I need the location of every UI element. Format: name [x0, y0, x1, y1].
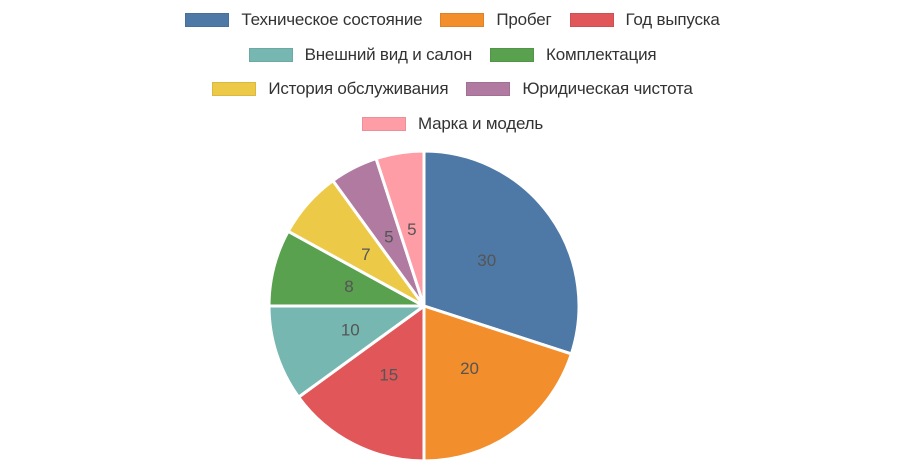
slice-value-label: 8 — [344, 277, 353, 296]
legend-item-year[interactable]: Год выпуска — [569, 10, 720, 30]
slice-value-label: 7 — [361, 245, 370, 264]
pie-slice[interactable] — [374, 149, 426, 308]
slice-value-label: 5 — [407, 220, 416, 239]
legend-row-4: Марка и модель — [0, 112, 905, 136]
legend-label: Пробег — [496, 10, 552, 29]
legend-swatch — [466, 82, 511, 96]
slice-value-label: 20 — [460, 359, 479, 378]
pie-slice[interactable] — [422, 304, 573, 463]
legend-swatch — [212, 82, 257, 96]
slice-value-label: 15 — [379, 366, 398, 385]
pie-slice[interactable] — [297, 304, 426, 463]
legend-item-equipment[interactable]: Комплектация — [490, 45, 657, 65]
legend-row-2: Внешний вид и салон Комплектация — [0, 43, 905, 67]
slice-value-label: 30 — [477, 251, 496, 270]
legend-swatch — [490, 48, 535, 62]
legend-row-3: История обслуживания Юридическая чистота — [0, 77, 905, 101]
legend-swatch — [440, 13, 485, 27]
legend-item-appearance[interactable]: Внешний вид и салон — [248, 45, 473, 65]
legend-item-brand-model[interactable]: Марка и модель — [361, 114, 544, 134]
legend-item-technical-condition[interactable]: Техническое состояние — [185, 10, 423, 30]
legend-item-service-history[interactable]: История обслуживания — [212, 79, 449, 99]
slice-value-label: 10 — [341, 320, 360, 339]
pie-slice[interactable] — [267, 304, 426, 399]
legend-label: Год выпуска — [625, 10, 720, 29]
pie-slice[interactable] — [422, 149, 581, 356]
legend-row-1: Техническое состояние Пробег Год выпуска — [0, 8, 905, 32]
legend-label: Техническое состояние — [241, 10, 423, 29]
legend-label: История обслуживания — [268, 79, 449, 98]
legend-label: Марка и модель — [417, 114, 544, 133]
legend-swatch — [361, 117, 406, 131]
legend-label: Внешний вид и салон — [304, 45, 473, 64]
pie-slices — [267, 149, 581, 463]
slice-value-label: 5 — [384, 227, 393, 246]
legend-swatch — [248, 48, 293, 62]
legend-swatch — [185, 13, 230, 27]
legend-item-legal-status[interactable]: Юридическая чистота — [466, 79, 693, 99]
legend-label: Юридическая чистота — [522, 79, 693, 98]
legend-label: Комплектация — [546, 45, 657, 64]
legend-swatch — [569, 13, 614, 27]
legend-item-mileage[interactable]: Пробег — [440, 10, 552, 30]
